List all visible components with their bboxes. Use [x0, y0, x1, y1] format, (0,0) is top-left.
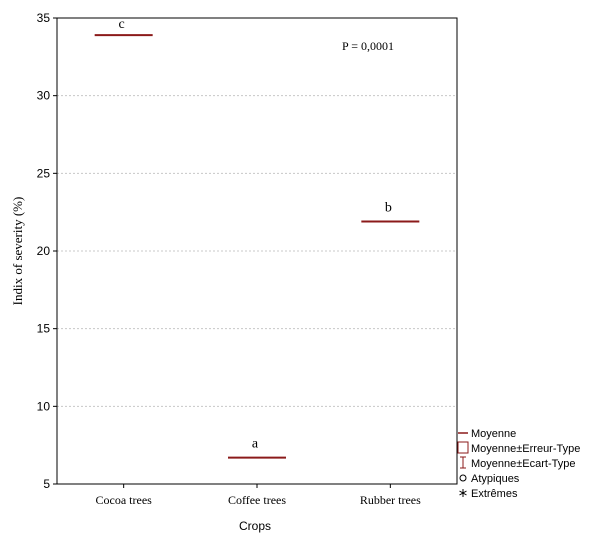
- legend-asterisk-symbol: [459, 489, 467, 497]
- y-tick-label: 10: [37, 399, 51, 413]
- legend-item: Extrêmes: [459, 488, 518, 500]
- legend-item: Moyenne±Ecart-Type: [460, 456, 575, 470]
- legend-label: Atypiques: [471, 473, 520, 485]
- y-tick-label: 35: [37, 11, 51, 25]
- plot-frame: [56, 17, 458, 485]
- legend-label: Moyenne±Ecart-Type: [471, 458, 575, 470]
- x-axis-ticks: Cocoa trees Coffee trees Rubber trees: [96, 484, 421, 507]
- y-tick-label: 30: [37, 89, 51, 103]
- legend-label: Moyenne±Erreur-Type: [471, 443, 580, 455]
- legend-label: Extrêmes: [471, 488, 518, 500]
- x-axis-label: Crops: [239, 519, 271, 533]
- group-letter: b: [385, 200, 392, 215]
- legend-item: Atypiques: [459, 473, 520, 485]
- y-tick-label: 20: [37, 244, 51, 258]
- y-axis-label: Indix of severity (%): [10, 197, 25, 306]
- grid-lines: [57, 95, 457, 407]
- y-tick-label: 25: [37, 166, 51, 180]
- legend-label: Moyenne: [471, 428, 516, 440]
- legend-whisker-symbol: [460, 456, 466, 469]
- legend-item: Moyenne±Erreur-Type: [457, 441, 580, 455]
- mean-marks: [94, 34, 420, 459]
- y-tick-label: 15: [37, 322, 51, 336]
- y-axis-ticks: 5 10 15 20 25 30 35: [37, 11, 57, 491]
- legend-box-symbol: [457, 441, 469, 454]
- legend-item: Moyenne: [458, 428, 516, 440]
- y-tick-label: 5: [43, 477, 50, 491]
- group-letter: a: [252, 437, 259, 452]
- group-letters: c a b: [119, 17, 392, 452]
- legend-circle-symbol: [459, 474, 467, 482]
- group-letter: c: [119, 17, 125, 32]
- x-tick-label: Cocoa trees: [96, 493, 153, 507]
- x-tick-label: Coffee trees: [228, 493, 286, 507]
- legend: Moyenne Moyenne±Erreur-Type Moyenne±Ecart-…: [457, 428, 580, 500]
- p-value-annotation: P = 0,0001: [342, 39, 394, 53]
- x-tick-label: Rubber trees: [360, 493, 421, 507]
